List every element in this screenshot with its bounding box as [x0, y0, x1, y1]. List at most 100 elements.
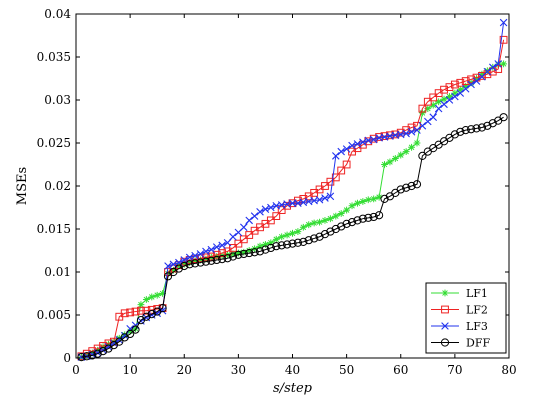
data-point-lf3: [332, 152, 340, 160]
data-point-dff: [320, 230, 330, 239]
data-point-lf3: [164, 262, 172, 270]
data-point-lf1: [391, 155, 399, 162]
data-point-lf2: [137, 306, 145, 315]
data-point-dff: [126, 329, 135, 339]
data-point-dff: [207, 256, 216, 265]
data-point-lf3: [261, 205, 270, 214]
data-point-lf2: [450, 80, 459, 89]
data-point-lf2: [147, 305, 156, 314]
data-point-dff: [282, 240, 292, 249]
data-point-dff: [250, 248, 259, 257]
data-point-dff: [456, 127, 465, 136]
x-tick-label: 30: [231, 363, 246, 377]
data-point-dff: [261, 245, 270, 254]
data-point-lf2: [337, 166, 346, 175]
data-point-dff: [315, 232, 324, 241]
data-point-lf3: [451, 92, 459, 101]
data-point-lf1: [142, 296, 150, 303]
data-point-lf2: [99, 342, 107, 350]
data-point-lf3: [131, 321, 140, 330]
data-point-dff: [418, 151, 427, 160]
data-point-lf1: [289, 229, 296, 237]
data-point-lf2: [272, 212, 281, 220]
data-point-dff: [163, 272, 173, 281]
data-point-lf3: [321, 194, 329, 202]
data-point-lf1: [402, 148, 410, 155]
data-point-lf1: [456, 86, 464, 94]
data-point-dff: [88, 351, 97, 360]
data-point-dff: [467, 125, 476, 134]
data-point-lf2: [326, 177, 335, 186]
data-point-dff: [185, 260, 194, 269]
data-point-lf1: [478, 70, 486, 78]
data-point-dff: [266, 243, 275, 253]
data-point-lf1: [175, 262, 183, 270]
data-point-lf3: [472, 77, 481, 85]
data-point-dff: [190, 259, 200, 268]
data-point-lf1: [500, 60, 507, 68]
data-point-lf1: [229, 250, 237, 258]
y-tick-label: 0.03: [44, 93, 71, 107]
data-point-lf1: [348, 202, 356, 210]
data-point-lf1: [375, 193, 383, 201]
x-tick-label: 40: [285, 363, 300, 377]
data-point-lf1: [137, 301, 145, 309]
data-point-dff: [93, 349, 102, 358]
x-tick-label: 10: [122, 363, 137, 377]
data-point-lf3: [315, 195, 324, 204]
data-point-lf2: [429, 93, 438, 102]
data-point-lf1: [105, 340, 112, 348]
legend-swatch-marker: [440, 338, 450, 347]
data-point-lf2: [478, 72, 486, 80]
x-tick-label: 50: [339, 363, 354, 377]
data-point-lf1: [326, 215, 334, 223]
data-point-lf1: [451, 89, 459, 97]
data-point-dff: [180, 261, 189, 271]
data-point-dff: [98, 347, 108, 356]
data-point-lf3: [429, 113, 438, 121]
legend-label: LF1: [466, 287, 488, 300]
data-point-dff: [396, 185, 405, 194]
data-point-lf3: [245, 216, 253, 225]
x-tick-label: 60: [393, 363, 408, 377]
data-point-lf1: [267, 239, 275, 247]
data-point-dff: [304, 236, 313, 245]
legend-item-dff: DFF: [431, 337, 490, 350]
data-point-dff: [353, 216, 362, 225]
data-point-lf3: [288, 199, 297, 207]
legend-swatch-marker: [441, 289, 449, 297]
data-point-lf3: [413, 126, 421, 134]
y-tick-label: 0.025: [37, 136, 71, 150]
data-point-dff: [461, 126, 470, 135]
series-line-dff: [81, 116, 504, 358]
data-point-lf3: [218, 241, 226, 250]
data-point-lf2: [423, 97, 432, 106]
data-point-lf2: [234, 239, 243, 248]
data-point-lf2: [212, 250, 221, 259]
data-point-lf3: [402, 129, 410, 138]
data-point-dff: [158, 304, 167, 313]
data-point-dff: [223, 254, 232, 263]
data-point-lf3: [359, 138, 367, 146]
x-tick-label: 80: [501, 363, 516, 377]
data-point-lf1: [121, 331, 129, 339]
data-point-lf1: [408, 143, 415, 151]
data-point-lf1: [278, 233, 286, 241]
y-tick-label: 0: [63, 351, 71, 365]
data-point-dff: [234, 250, 243, 259]
data-point-lf2: [331, 173, 340, 182]
data-point-lf3: [267, 203, 275, 212]
data-point-lf3: [202, 247, 210, 256]
data-point-lf2: [488, 67, 497, 76]
data-point-lf2: [321, 182, 329, 190]
legend-item-lf2: LF2: [431, 304, 488, 317]
data-point-lf1: [494, 61, 502, 69]
data-point-lf3: [239, 223, 248, 232]
data-point-lf1: [299, 223, 307, 231]
legend-item-lf3: LF3: [431, 320, 488, 333]
legend-label: LF2: [466, 304, 488, 317]
legend-swatch-marker: [441, 305, 449, 314]
data-point-dff: [472, 124, 481, 133]
legend-item-lf1: LF1: [431, 287, 488, 300]
data-point-dff: [131, 325, 140, 334]
